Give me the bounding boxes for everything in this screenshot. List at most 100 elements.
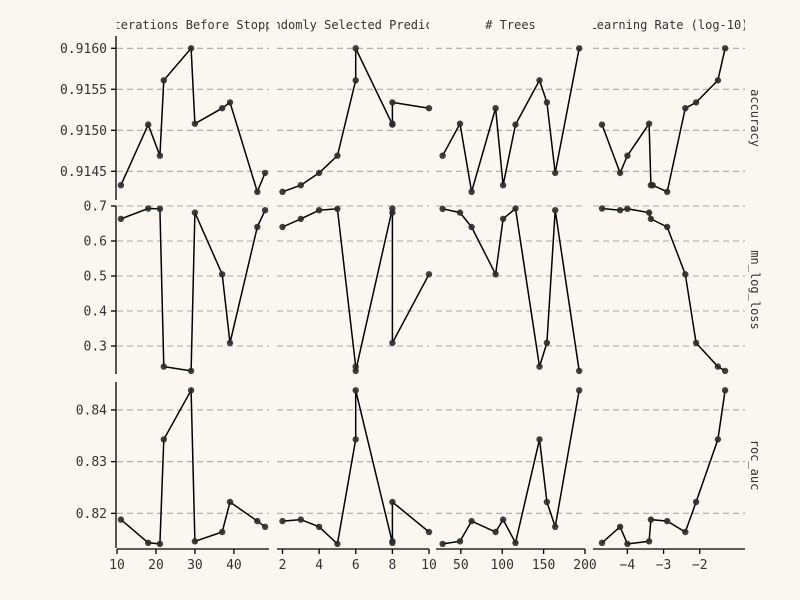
data-point-mn_log_loss-col1-3 (334, 205, 341, 212)
data-point-mn_log_loss-col1-2 (315, 207, 323, 214)
data-point-roc_auc-col3-4 (647, 516, 655, 523)
data-point-mn_log_loss-col3-5 (664, 223, 671, 231)
column-strip-label: # Trees (485, 18, 536, 32)
data-point-accuracy-col0-6 (219, 105, 226, 112)
series-line-roc_auc-col0 (120, 387, 266, 545)
x-tick-label: 20 (148, 558, 164, 573)
data-point-mn_log_loss-col0-8 (254, 223, 261, 231)
data-point-roc_auc-col0-9 (261, 523, 269, 530)
data-point-mn_log_loss-col1-1 (297, 215, 304, 223)
x-tick-label: 40 (226, 558, 242, 573)
data-point-roc_auc-col2-9 (576, 387, 583, 394)
data-point-accuracy-col3-10 (721, 45, 729, 52)
data-point-roc_auc-col1-1 (297, 516, 304, 523)
x-tick-label: 200 (573, 558, 596, 573)
data-point-roc_auc-col0-4 (187, 387, 195, 394)
x-tick-label: 8 (388, 558, 396, 573)
y-tick-label: 0.7 (84, 200, 107, 215)
data-point-accuracy-col0-5 (191, 120, 199, 127)
data-point-accuracy-col2-9 (576, 45, 583, 52)
y-tick-label: 0.82 (76, 507, 107, 522)
data-point-roc_auc-col0-8 (254, 517, 261, 525)
data-point-mn_log_loss-col1-9 (425, 271, 433, 278)
data-point-mn_log_loss-col2-2 (468, 223, 475, 231)
data-point-mn_log_loss-col2-8 (552, 207, 559, 214)
data-point-accuracy-col1-4 (352, 77, 359, 84)
y-tick-label: 0.84 (76, 403, 107, 418)
data-marks (117, 45, 729, 548)
data-point-accuracy-col2-1 (456, 120, 464, 127)
labels: 0.9145 0.9150 0.9155 0.9160 accuracy 0.3 0.4 0.… (60, 18, 762, 573)
x-tick-label: 10 (109, 558, 125, 573)
data-point-accuracy-col1-1 (297, 182, 304, 189)
data-point-accuracy-col1-3 (334, 152, 341, 159)
data-point-accuracy-col2-4 (499, 182, 507, 189)
data-point-mn_log_loss-col3-7 (692, 339, 700, 347)
y-tick-label: 0.4 (84, 305, 108, 320)
data-point-roc_auc-col2-8 (552, 523, 559, 530)
data-point-roc_auc-col2-2 (468, 517, 475, 525)
data-point-roc_auc-col1-9 (425, 528, 433, 536)
x-tick-label: −3 (656, 558, 672, 573)
data-point-accuracy-col3-0 (598, 121, 606, 128)
data-point-roc_auc-col3-8 (714, 436, 722, 443)
series-line-mn_log_loss-col2 (442, 207, 580, 372)
data-point-mn_log_loss-col2-7 (543, 339, 551, 347)
data-point-accuracy-col2-6 (536, 77, 543, 84)
data-point-roc_auc-col1-2 (315, 523, 323, 530)
data-point-mn_log_loss-col0-9 (261, 207, 269, 214)
x-tick-label: 10 (421, 558, 437, 573)
data-point-roc_auc-col2-5 (512, 539, 519, 546)
data-point-mn_log_loss-col2-3 (492, 271, 499, 278)
series-line-roc_auc-col3 (601, 390, 726, 545)
data-point-roc_auc-col0-3 (160, 436, 167, 443)
data-point-roc_auc-col1-3 (334, 540, 341, 548)
data-point-mn_log_loss-col2-4 (499, 215, 507, 223)
data-point-roc_auc-col3-0 (598, 539, 606, 546)
row-strip-label: accuracy (748, 89, 762, 147)
data-point-roc_auc-col3-5 (664, 517, 671, 525)
data-point-roc_auc-col0-7 (226, 498, 234, 506)
series-line-accuracy-col0 (120, 46, 266, 195)
data-point-roc_auc-col1-0 (279, 517, 286, 525)
data-point-mn_log_loss-col3-6 (682, 271, 689, 278)
x-tick-label: 6 (352, 558, 360, 573)
data-point-roc_auc-col0-6 (219, 528, 226, 536)
x-tick-label: −4 (620, 558, 636, 573)
data-point-accuracy-col0-9 (261, 169, 269, 177)
y-tick-label: 0.3 (84, 340, 107, 355)
y-tick-label: 0.6 (84, 235, 107, 250)
data-point-accuracy-col0-4 (187, 45, 195, 52)
data-point-roc_auc-col3-9 (721, 387, 729, 394)
data-point-accuracy-col0-8 (254, 188, 261, 195)
data-point-accuracy-col3-9 (714, 77, 722, 84)
data-point-roc_auc-col1-5 (352, 387, 359, 394)
column-strip-label: # Randomly Selected Predictors (245, 18, 462, 32)
data-point-accuracy-col0-2 (156, 152, 164, 159)
data-point-mn_log_loss-col0-2 (156, 205, 164, 212)
data-point-mn_log_loss-col3-8 (714, 363, 722, 370)
data-point-accuracy-col1-7 (389, 120, 396, 127)
data-point-mn_log_loss-col2-0 (439, 205, 446, 212)
data-point-roc_auc-col1-8 (389, 498, 396, 506)
data-point-accuracy-col2-5 (512, 121, 519, 128)
data-point-mn_log_loss-col2-1 (456, 209, 464, 216)
data-point-mn_log_loss-col3-3 (645, 209, 653, 216)
y-tick-label: 0.9145 (60, 165, 107, 180)
data-point-roc_auc-col2-6 (536, 436, 543, 443)
data-point-mn_log_loss-col3-0 (598, 205, 606, 212)
data-point-mn_log_loss-col2-5 (512, 205, 519, 212)
data-point-roc_auc-col2-1 (456, 538, 464, 545)
data-point-mn_log_loss-col0-0 (117, 215, 125, 223)
y-tick-label: 0.9155 (60, 83, 107, 98)
data-point-accuracy-col2-8 (552, 169, 559, 177)
data-point-roc_auc-col3-3 (645, 538, 653, 545)
data-point-roc_auc-col0-0 (117, 516, 125, 523)
data-point-mn_log_loss-col0-6 (219, 271, 226, 278)
row-strip-label: mn_log_loss (748, 250, 762, 329)
axes (111, 36, 745, 554)
column-strip-label: # Iterations Before Stopping (92, 18, 294, 32)
data-point-roc_auc-col3-6 (682, 528, 689, 536)
x-tick-label: 150 (532, 558, 555, 573)
data-point-roc_auc-col3-2 (624, 540, 631, 548)
